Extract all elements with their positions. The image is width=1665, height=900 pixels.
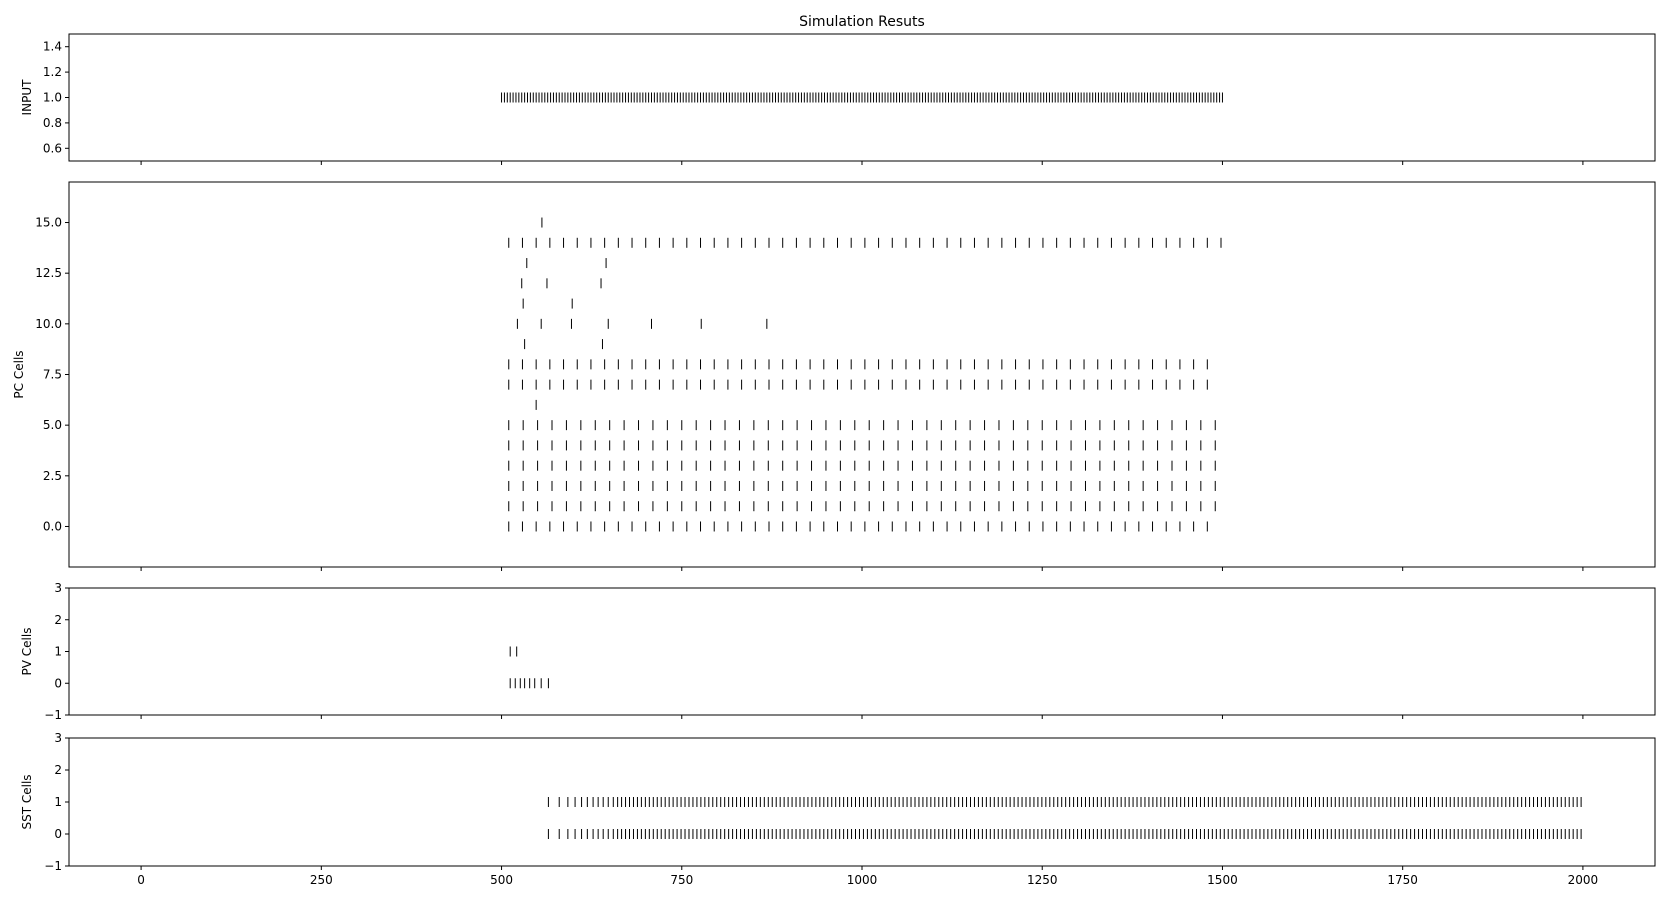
y-tick-label-pc: 0.0 <box>43 519 62 533</box>
y-tick-label-sst: 2 <box>54 763 62 777</box>
y-axis-label-sst: SST Cells <box>20 774 34 829</box>
y-axis-label-pc: PC Cells <box>12 350 26 398</box>
x-tick-label: 2000 <box>1568 873 1599 887</box>
x-tick-label: 500 <box>490 873 513 887</box>
y-tick-label-pc: 7.5 <box>43 368 62 382</box>
y-tick-label-input: 1.0 <box>43 91 62 105</box>
y-tick-label-pc: 5.0 <box>43 418 62 432</box>
y-axis-label-pv: PV Cells <box>20 628 34 676</box>
y-tick-label-pc: 12.5 <box>35 266 62 280</box>
y-tick-label-pv: 3 <box>54 581 62 595</box>
panel-pc: 0.0 2.5 5.0 7.5 10.0 12.5 15.0 PC Cells <box>12 181 1656 571</box>
x-tick-label: 1750 <box>1387 873 1418 887</box>
y-tick-label-sst: 0 <box>54 827 62 841</box>
panel-frame-sst <box>68 737 1656 867</box>
y-tick-label-pc: 10.0 <box>35 317 62 331</box>
y-tick-label-sst: 3 <box>54 731 62 745</box>
y-tick-label-input: 1.4 <box>43 40 62 54</box>
x-tick-label: 750 <box>670 873 693 887</box>
x-tick-label: 1500 <box>1207 873 1238 887</box>
chart-title: Simulation Resuts <box>799 14 925 30</box>
x-tick-label: 250 <box>310 873 333 887</box>
panels-group: 0.6 0.8 1.0 1.2 1.4 INPUT 0.0 2.5 5.0 7.5 10.0 12.5… <box>12 33 1656 887</box>
y-tick-label-pv: 2 <box>54 613 62 627</box>
y-tick-label-input: 0.6 <box>43 141 62 155</box>
panel-frame-pc <box>68 181 1656 568</box>
y-tick-label-sst: −1 <box>44 859 62 873</box>
y-tick-label-input: 1.2 <box>43 65 62 79</box>
y-tick-label-pv: 1 <box>54 645 62 659</box>
x-tick-label: 1000 <box>847 873 878 887</box>
x-tick-label: 1250 <box>1027 873 1058 887</box>
panel-pv: −1 0 1 2 3 PV Cells <box>20 581 1656 722</box>
y-tick-label-pc: 15.0 <box>35 216 62 230</box>
y-tick-label-pc: 2.5 <box>43 469 62 483</box>
y-tick-label-pv: 0 <box>54 676 62 690</box>
panel-frame-pv <box>68 587 1656 716</box>
x-tick-label: 0 <box>137 873 145 887</box>
y-tick-label-pv: −1 <box>44 708 62 722</box>
panel-sst: −1 0 1 2 3 0 250 500 750 1000 1250 1500 1750 2000 SST … <box>20 731 1656 887</box>
y-axis-label-input: INPUT <box>20 79 34 116</box>
y-tick-label-input: 0.8 <box>43 116 62 130</box>
panel-input: 0.6 0.8 1.0 1.2 1.4 INPUT <box>20 33 1656 165</box>
y-tick-label-sst: 1 <box>54 795 62 809</box>
